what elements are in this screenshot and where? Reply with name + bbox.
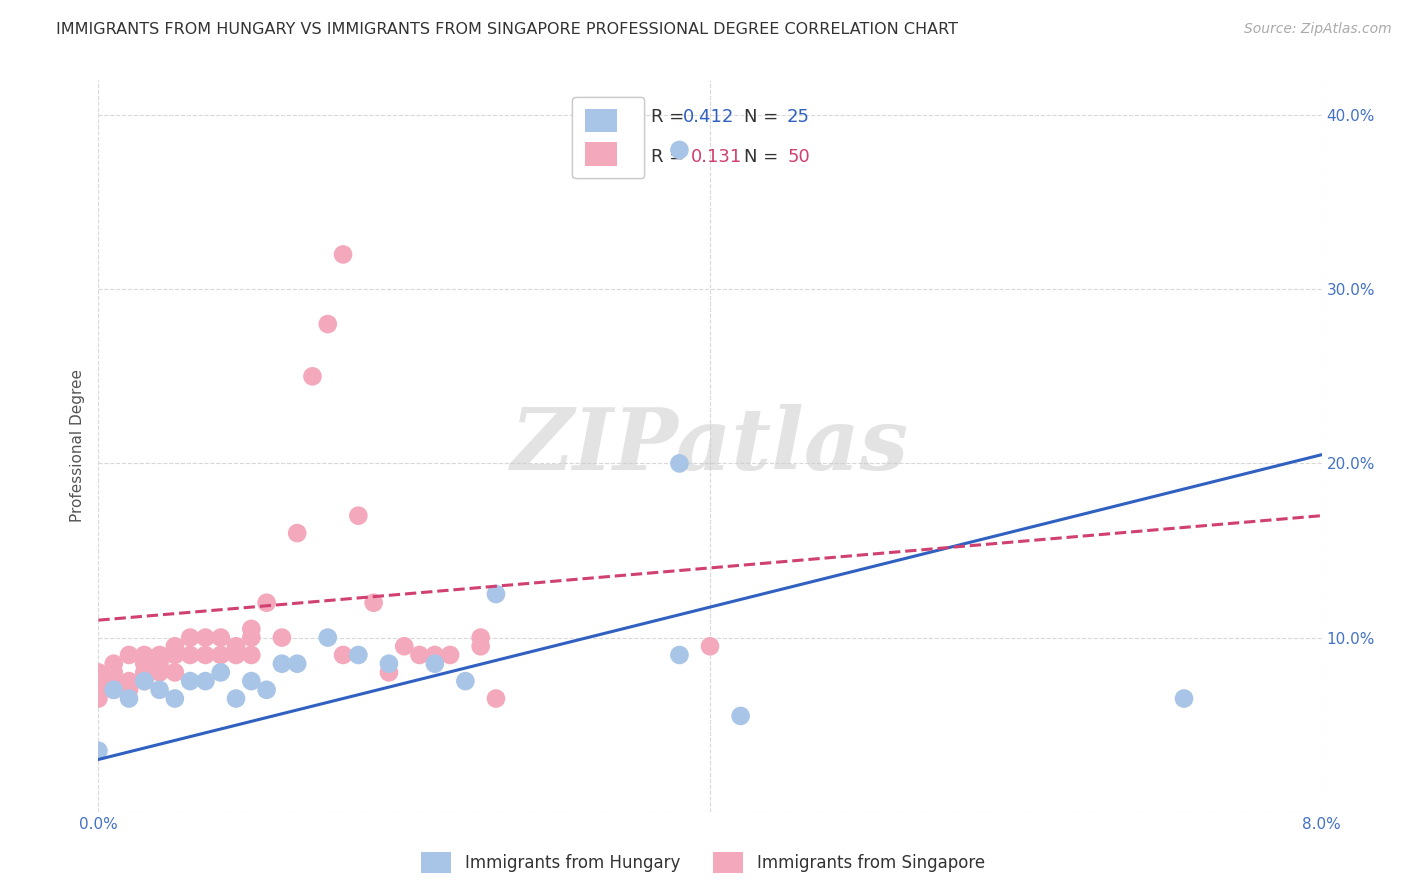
Text: N =: N = [744, 147, 785, 166]
Point [408, 648, 430, 662]
Text: Source: ZipAtlas.com: Source: ZipAtlas.com [1244, 22, 1392, 37]
Point [179, 631, 201, 645]
Point [423, 648, 446, 662]
Text: 25: 25 [787, 108, 810, 126]
Point [225, 691, 247, 706]
Point [179, 674, 201, 689]
Point [423, 657, 446, 671]
Point [316, 317, 339, 331]
Point [87, 691, 110, 706]
Point [240, 648, 263, 662]
Point [194, 631, 217, 645]
Point [163, 665, 186, 680]
Point [347, 648, 370, 662]
Point [134, 674, 156, 689]
Point [118, 674, 141, 689]
Point [179, 648, 201, 662]
Point [1173, 691, 1195, 706]
Point [270, 631, 294, 645]
Point [240, 631, 263, 645]
Point [209, 665, 232, 680]
Legend: Immigrants from Hungary, Immigrants from Singapore: Immigrants from Hungary, Immigrants from… [415, 846, 991, 880]
Point [194, 648, 217, 662]
Point [209, 648, 232, 662]
Point [163, 691, 186, 706]
Point [163, 640, 186, 654]
Point [256, 596, 278, 610]
Text: ZIPatlas: ZIPatlas [510, 404, 910, 488]
Point [87, 674, 110, 689]
Text: IMMIGRANTS FROM HUNGARY VS IMMIGRANTS FROM SINGAPORE PROFESSIONAL DEGREE CORRELA: IMMIGRANTS FROM HUNGARY VS IMMIGRANTS FR… [56, 22, 959, 37]
Point [301, 369, 323, 384]
Text: R =: R = [651, 147, 696, 166]
Text: R =: R = [651, 108, 690, 126]
Point [163, 648, 186, 662]
Point [149, 657, 172, 671]
Point [378, 657, 401, 671]
Point [194, 674, 217, 689]
Point [332, 247, 354, 261]
Point [87, 682, 110, 697]
Point [240, 622, 263, 636]
Point [134, 665, 156, 680]
Point [256, 682, 278, 697]
Point [470, 640, 492, 654]
Point [454, 674, 477, 689]
Point [668, 143, 690, 157]
Text: N =: N = [744, 108, 785, 126]
Point [118, 682, 141, 697]
Text: 50: 50 [787, 147, 810, 166]
Text: 0.412: 0.412 [683, 108, 734, 126]
Point [730, 709, 752, 723]
Point [225, 648, 247, 662]
Point [470, 631, 492, 645]
Point [118, 691, 141, 706]
Point [378, 665, 401, 680]
Point [699, 640, 721, 654]
Point [363, 596, 385, 610]
Point [225, 640, 247, 654]
Point [134, 674, 156, 689]
Text: 0.131: 0.131 [690, 147, 742, 166]
Point [439, 648, 461, 662]
Point [485, 587, 508, 601]
Point [149, 665, 172, 680]
Point [285, 526, 308, 541]
Point [103, 674, 125, 689]
Point [668, 648, 690, 662]
Point [134, 657, 156, 671]
Point [485, 691, 508, 706]
Point [103, 682, 125, 697]
Point [332, 648, 354, 662]
Point [103, 682, 125, 697]
Point [347, 508, 370, 523]
Point [87, 744, 110, 758]
Point [392, 640, 416, 654]
Point [285, 657, 308, 671]
Y-axis label: Professional Degree: Professional Degree [69, 369, 84, 523]
Point [149, 648, 172, 662]
Point [240, 674, 263, 689]
Point [103, 665, 125, 680]
Point [134, 648, 156, 662]
Point [87, 665, 110, 680]
Point [270, 657, 294, 671]
Point [118, 648, 141, 662]
Legend: , : , [572, 96, 644, 178]
Point [668, 457, 690, 471]
Point [316, 631, 339, 645]
Point [149, 682, 172, 697]
Point [209, 631, 232, 645]
Point [103, 657, 125, 671]
